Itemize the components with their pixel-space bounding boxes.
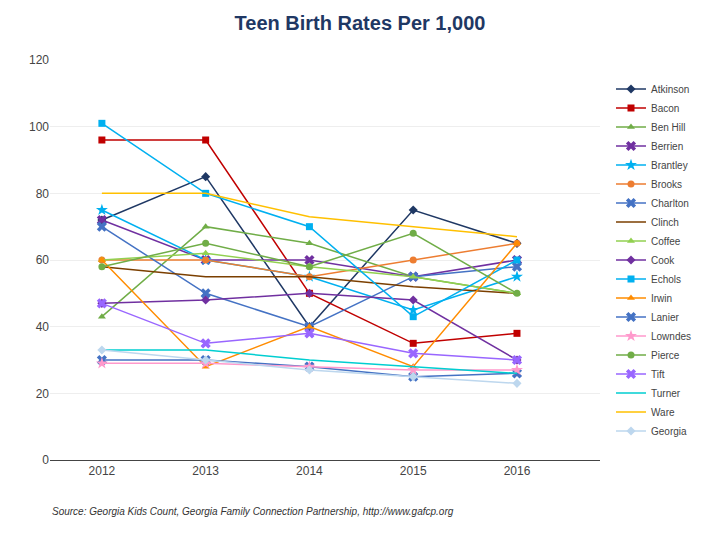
svg-text:0: 0: [42, 453, 49, 467]
svg-text:2016: 2016: [504, 464, 531, 478]
svg-text:80: 80: [36, 187, 50, 201]
svg-text:Atkinson: Atkinson: [651, 84, 689, 95]
svg-text:2013: 2013: [192, 464, 219, 478]
svg-text:Pierce: Pierce: [651, 350, 680, 361]
svg-text:Brantley: Brantley: [651, 160, 688, 171]
svg-text:40: 40: [36, 320, 50, 334]
svg-text:Lowndes: Lowndes: [651, 331, 691, 342]
svg-text:Tift: Tift: [651, 369, 665, 380]
svg-text:Cook: Cook: [651, 255, 675, 266]
svg-text:Echols: Echols: [651, 274, 681, 285]
svg-text:20: 20: [36, 387, 50, 401]
svg-text:Ben Hill: Ben Hill: [651, 122, 685, 133]
svg-text:2015: 2015: [400, 464, 427, 478]
svg-text:Lanier: Lanier: [651, 312, 679, 323]
svg-text:Bacon: Bacon: [651, 103, 679, 114]
svg-text:Teen Birth Rates Per 1,000: Teen Birth Rates Per 1,000: [235, 12, 486, 34]
svg-text:100: 100: [29, 120, 49, 134]
svg-text:Turner: Turner: [651, 388, 681, 399]
svg-text:Source: Georgia Kids Count, Ge: Source: Georgia Kids Count, Georgia Fami…: [52, 506, 454, 517]
svg-text:2014: 2014: [296, 464, 323, 478]
svg-text:Brooks: Brooks: [651, 179, 682, 190]
svg-text:Ware: Ware: [651, 407, 675, 418]
svg-text:Clinch: Clinch: [651, 217, 679, 228]
svg-text:Charlton: Charlton: [651, 198, 689, 209]
svg-text:120: 120: [29, 53, 49, 67]
svg-text:Berrien: Berrien: [651, 141, 683, 152]
svg-text:2012: 2012: [89, 464, 116, 478]
svg-text:Coffee: Coffee: [651, 236, 681, 247]
svg-text:Georgia: Georgia: [651, 426, 687, 437]
svg-text:Irwin: Irwin: [651, 293, 672, 304]
svg-text:60: 60: [36, 253, 50, 267]
